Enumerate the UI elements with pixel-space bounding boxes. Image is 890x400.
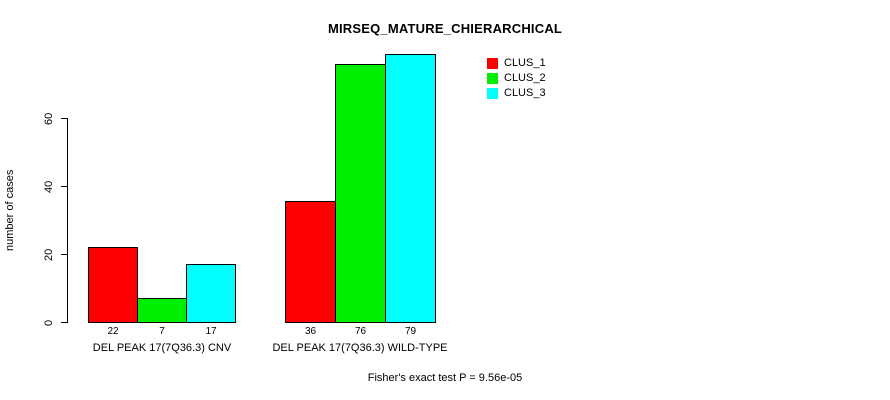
y-axis-label: number of cases [4,169,16,251]
legend-swatch-clus-2 [487,73,498,84]
bar-label-group-1-clus-1: 22 [107,326,119,337]
bar-label-group-2-clus-3: 79 [404,326,417,337]
legend-item-clus-3: CLUS_3 [487,86,546,101]
legend-label-clus-1: CLUS_1 [504,57,546,69]
bar-group-1-clus-2 [137,298,187,323]
bar-group-1-clus-3 [186,264,236,323]
y-tick-label-60: 60 [43,112,55,126]
bar-group-2-clus-1 [285,201,336,323]
legend: CLUS_1 CLUS_2 CLUS_3 [487,56,546,101]
legend-label-clus-2: CLUS_2 [504,72,546,84]
legend-swatch-clus-1 [487,58,498,69]
y-tick-0 [61,322,68,323]
y-tick-label-0: 0 [43,319,55,327]
group-label-cnv: DEL PEAK 17(7Q36.3) CNV [92,342,232,354]
y-axis-line [67,118,68,323]
statistical-test-annotation: Fisher's exact test P = 9.56e-05 [367,372,523,384]
legend-swatch-clus-3 [487,88,498,99]
y-tick-label-40: 40 [43,180,55,194]
bar-label-group-2-clus-2: 76 [354,326,367,337]
group-label-wild-type: DEL PEAK 17(7Q36.3) WILD-TYPE [272,342,448,354]
y-tick-20 [61,254,68,255]
bar-label-group-2-clus-1: 36 [304,326,317,337]
y-tick-label-20: 20 [43,248,55,262]
bar-label-group-1-clus-2: 7 [159,326,165,337]
bar-group-1-clus-1 [88,247,138,323]
chart-title: MIRSEQ_MATURE_CHIERARCHICAL [327,21,563,36]
legend-label-clus-3: CLUS_3 [504,87,546,99]
y-tick-40 [61,186,68,187]
legend-item-clus-1: CLUS_1 [487,56,546,71]
y-tick-60 [61,118,68,119]
bar-label-group-1-clus-3: 17 [205,326,217,337]
bar-group-2-clus-3 [385,54,436,323]
bar-group-2-clus-2 [335,64,386,323]
legend-item-clus-2: CLUS_2 [487,71,546,86]
